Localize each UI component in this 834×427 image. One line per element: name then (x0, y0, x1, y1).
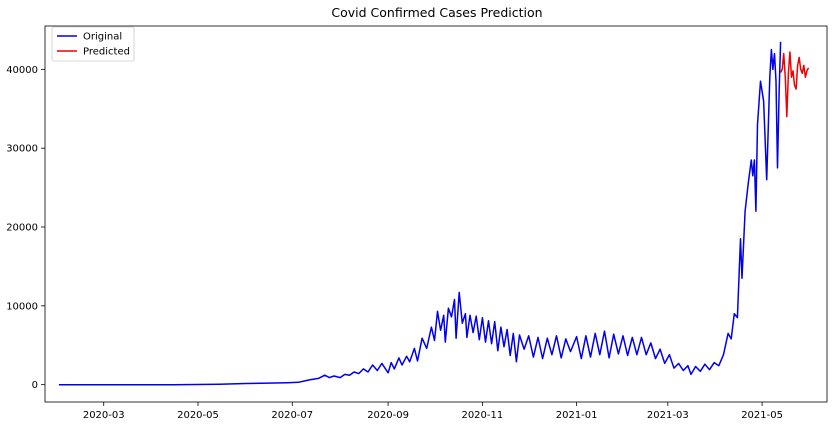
x-tick-label: 2021-05 (741, 410, 783, 421)
legend: Original Predicted (51, 26, 135, 62)
axes-frame (44, 25, 828, 403)
y-tick-label: 10000 (6, 301, 38, 312)
chart-title: Covid Confirmed Cases Prediction (331, 5, 542, 20)
series-line-predicted (779, 51, 810, 118)
x-tick-label: 2020-11 (461, 410, 503, 421)
x-tick-label: 2020-03 (83, 410, 125, 421)
y-tick-label: 30000 (6, 144, 38, 155)
x-tick-label: 2020-09 (367, 410, 409, 421)
legend-label-original: Original (83, 32, 122, 43)
y-tick-label: 40000 (6, 65, 38, 76)
x-tick-label: 2020-07 (271, 410, 313, 421)
x-tick-label: 2021-03 (647, 410, 689, 421)
y-tick-label: 0 (32, 380, 38, 391)
y-tick-label: 20000 (6, 223, 38, 234)
x-tick-label: 2021-01 (556, 410, 598, 421)
legend-label-predicted: Predicted (83, 47, 130, 58)
x-tick-label: 2020-05 (177, 410, 219, 421)
plot-area (58, 41, 810, 386)
y-axis: 0 10000 20000 30000 40000 (6, 65, 45, 391)
series-line-original (58, 41, 782, 386)
x-axis: 2020-03 2020-05 2020-07 2020-09 2020-11 2021-… (83, 402, 783, 421)
